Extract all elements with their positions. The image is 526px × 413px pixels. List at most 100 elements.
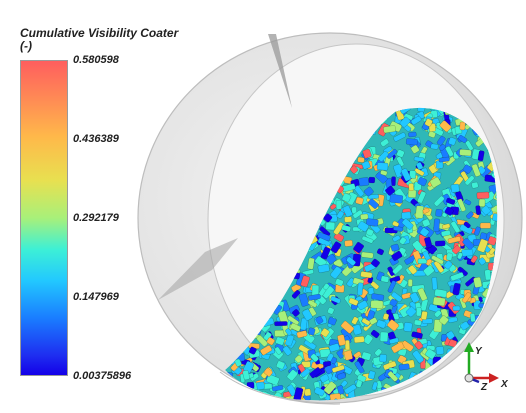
colorbar-tick-label: 0.147969 — [73, 291, 119, 303]
particle — [501, 316, 513, 327]
particle — [319, 373, 330, 383]
particle — [425, 348, 437, 360]
x-axis-arrowhead — [489, 373, 499, 383]
particle — [285, 328, 293, 336]
particle — [414, 168, 425, 176]
particle — [391, 398, 405, 401]
particle — [446, 252, 453, 261]
particle — [323, 213, 333, 223]
particle — [446, 400, 457, 410]
particle — [501, 315, 513, 328]
particle — [431, 277, 438, 291]
particle — [256, 381, 265, 390]
particle — [419, 227, 430, 237]
particle — [368, 176, 376, 184]
particle — [408, 265, 418, 275]
particle — [401, 340, 414, 352]
particle — [439, 388, 451, 401]
particle — [389, 194, 404, 204]
particle — [242, 369, 250, 381]
particle — [396, 149, 405, 158]
particle — [391, 250, 403, 261]
legend-title: Cumulative Visibility Coater (-) — [20, 26, 179, 53]
particle — [327, 307, 335, 315]
particle — [337, 334, 346, 346]
particle — [323, 381, 337, 395]
particle — [465, 140, 474, 151]
particle — [380, 275, 390, 283]
particle — [496, 320, 498, 335]
particle — [413, 319, 422, 326]
particle — [361, 351, 372, 361]
particle — [360, 213, 369, 220]
particle — [325, 253, 337, 265]
particle — [399, 236, 407, 245]
particle — [386, 149, 398, 159]
particle — [291, 289, 301, 299]
particle — [464, 199, 472, 206]
particle — [319, 226, 331, 237]
particle — [408, 183, 415, 192]
particle — [400, 168, 412, 182]
particle — [473, 226, 481, 236]
particle — [461, 292, 472, 304]
particle — [414, 341, 424, 350]
z-axis-label: Z — [480, 382, 488, 393]
particle — [351, 316, 359, 325]
particle — [309, 367, 322, 379]
particle — [417, 287, 428, 301]
particle — [360, 271, 373, 279]
particle — [315, 316, 324, 325]
particle — [465, 400, 477, 412]
particle — [353, 185, 365, 197]
particle — [319, 348, 331, 358]
particle — [391, 341, 405, 354]
particle — [424, 118, 433, 127]
particle — [428, 107, 438, 111]
particle — [417, 107, 426, 113]
particle — [352, 324, 363, 336]
particle — [443, 260, 453, 270]
particle — [276, 360, 286, 370]
particle — [405, 306, 417, 318]
particle — [333, 222, 345, 235]
particle — [344, 216, 352, 223]
particle — [498, 330, 506, 337]
particle — [473, 276, 483, 288]
particle — [327, 317, 337, 326]
particle — [478, 198, 486, 207]
particle — [317, 399, 327, 401]
particle — [401, 211, 412, 220]
particle — [432, 296, 446, 307]
particle — [389, 337, 399, 345]
orientation-axes[interactable]: Y X Z — [455, 340, 515, 395]
particle — [430, 390, 440, 397]
particle — [314, 386, 325, 397]
particle — [341, 224, 352, 232]
particle — [438, 156, 450, 163]
particle — [423, 386, 433, 398]
particle — [410, 144, 420, 154]
particle — [417, 191, 427, 204]
particle — [266, 337, 275, 346]
particle — [376, 162, 389, 171]
particle — [444, 206, 454, 216]
particle — [492, 213, 498, 223]
particle — [317, 263, 330, 273]
particle — [325, 221, 336, 231]
particle — [492, 398, 498, 401]
particle — [286, 369, 298, 382]
particle — [367, 370, 376, 380]
particle — [344, 339, 351, 351]
particle — [415, 162, 424, 171]
particle — [376, 248, 384, 256]
particle — [440, 229, 451, 237]
particle — [336, 210, 345, 219]
particle — [405, 138, 418, 146]
particle — [445, 146, 454, 157]
particle — [413, 156, 425, 162]
particle — [497, 108, 507, 116]
particle — [355, 196, 364, 205]
colorbar-tick-label: 0.436389 — [73, 133, 119, 145]
